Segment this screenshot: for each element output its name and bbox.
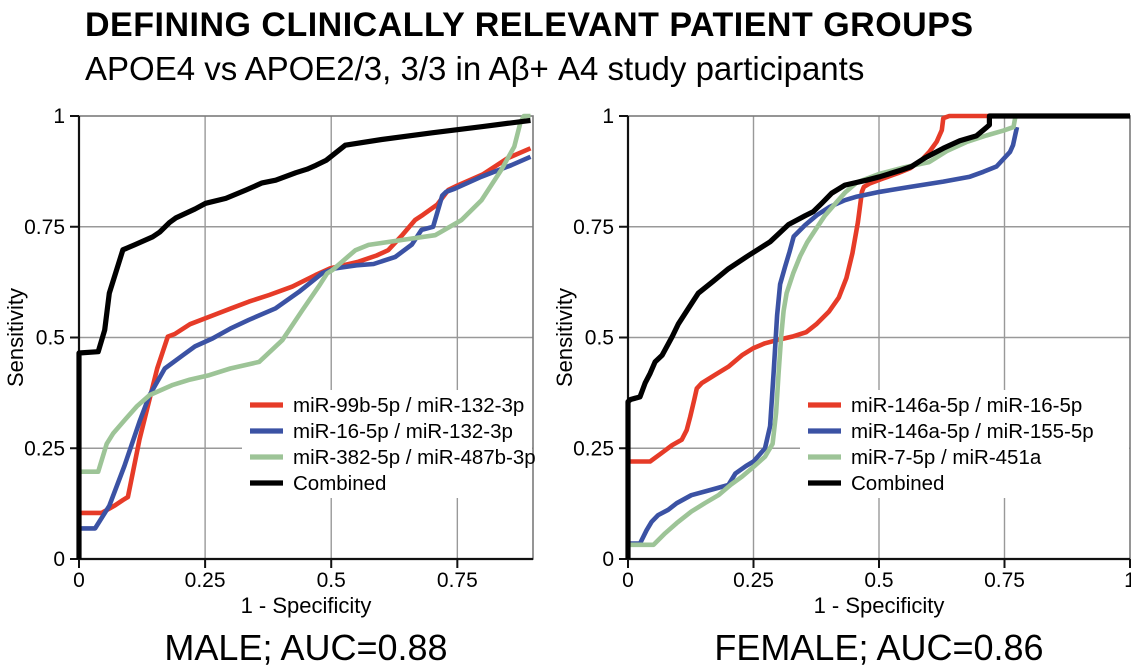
x-tick-label: 0: [73, 569, 85, 592]
x-tick-label: 0: [622, 569, 634, 592]
x-axis-label: 1 - Specificity: [814, 593, 945, 618]
legend-label: miR-146a-5p / miR-155-5p: [851, 420, 1094, 443]
y-axis-label: Sensitivity: [552, 288, 577, 387]
chart-caption: MALE; AUC=0.88: [164, 627, 447, 668]
roc-curve-combined: [76, 117, 531, 559]
roc-curve-mir-7-5p-mir-451a: [629, 113, 1130, 548]
x-tick-label: 0.75: [437, 569, 478, 592]
y-tick-label: 0.25: [24, 437, 65, 460]
y-tick-label: 0.75: [573, 216, 614, 239]
y-tick-label: 0.25: [573, 437, 614, 460]
roc-curve-mir-382-5p-mir-487b-3p: [79, 113, 531, 475]
y-tick-label: 0.5: [585, 327, 614, 350]
y-tick-label: 0.75: [24, 216, 65, 239]
x-tick-label: 0.75: [984, 569, 1025, 592]
legend-background: [800, 390, 1129, 498]
chart-caption: FEMALE; AUC=0.86: [714, 627, 1043, 668]
legend-background: [242, 390, 532, 498]
y-tick-label: 0.5: [36, 327, 65, 350]
y-tick-label: 0: [53, 548, 65, 571]
y-tick-label: 1: [53, 105, 65, 128]
legend-label: miR-16-5p / miR-132-3p: [293, 420, 513, 443]
y-tick-label: 0: [602, 548, 614, 571]
roc-curve-combined: [625, 113, 1130, 559]
roc-curve-mir-16-5p-mir-132-3p: [79, 154, 532, 531]
x-tick-label: 0.5: [317, 569, 346, 592]
roc-chart-male: 0 0.25 0.5 0.75 0 0.25 0.5 0.75 1 1 - Specificity…: [3, 105, 536, 668]
x-tick-label: 0.5: [864, 569, 893, 592]
figure-subtitle: APOE4 vs APOE2/3, 3/3 in Aβ+ A4 study pa…: [85, 50, 865, 87]
figure-title: DEFINING CLINICALLY RELEVANT PATIENT GRO…: [85, 6, 974, 44]
legend-label: miR-146a-5p / miR-16-5p: [851, 394, 1082, 417]
x-tick-label: 1: [1124, 569, 1131, 592]
legend-label: miR-7-5p / miR-451a: [851, 446, 1042, 469]
y-axis-label: Sensitivity: [3, 288, 28, 387]
roc-chart-female: 0 0.25 0.5 0.75 1 0 0.25 0.5 0.75 1 1 - Specificit…: [552, 105, 1131, 668]
legend-label: miR-382-5p / miR-487b-3p: [293, 446, 536, 469]
legend-label: Combined: [293, 472, 386, 495]
x-tick-label: 0.25: [185, 569, 226, 592]
x-axis-label: 1 - Specificity: [241, 593, 372, 618]
roc-curve-mir-146a-5p-mir-155-5p: [630, 126, 1020, 546]
y-tick-label: 1: [602, 105, 614, 128]
x-tick-label: 0.25: [733, 569, 774, 592]
legend-label: miR-99b-5p / miR-132-3p: [293, 394, 524, 417]
legend-label: Combined: [851, 472, 944, 495]
